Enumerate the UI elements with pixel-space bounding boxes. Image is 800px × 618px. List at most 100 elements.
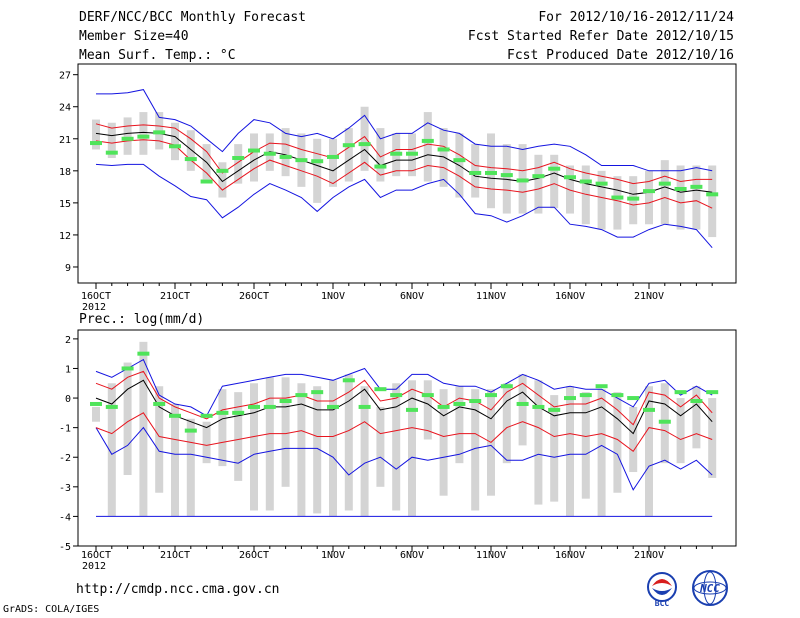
temp-median-mark [137, 134, 150, 139]
temp-median-mark [500, 173, 513, 178]
temp-range-bar [692, 165, 701, 230]
temp-range-bar [92, 119, 100, 150]
prec-median-mark [421, 393, 434, 398]
grads-credit: GrADS: COLA/IGES [3, 604, 100, 615]
temp-range-bar [234, 144, 243, 184]
temp-median-mark [263, 151, 276, 156]
temp-median-mark [327, 154, 339, 159]
prec-median-mark [374, 387, 387, 392]
prec-range-bar [171, 403, 179, 517]
temp-range-bar [487, 133, 495, 209]
prec-range-bar [376, 406, 385, 487]
prec-xtick-label: 16NOV [555, 550, 585, 561]
temp-ytick-label: 9 [65, 263, 71, 274]
temp-ytick-label: 24 [59, 103, 71, 114]
temp-range-bar [360, 106, 369, 171]
temp-median-mark [611, 195, 624, 200]
temp-median-mark [232, 156, 245, 161]
prec-range-bar [629, 406, 638, 473]
temp-median-mark [595, 181, 608, 186]
temp-median-mark [437, 147, 450, 152]
temp-year-label: 2012 [82, 302, 106, 313]
fcst-start-date: Fcst Started Refer Date 2012/10/15 [467, 29, 734, 44]
prec-ytick-label: 1 [65, 364, 71, 375]
prec-median-mark [674, 390, 687, 395]
prec-median-mark [216, 410, 229, 415]
prec-range-bar [423, 380, 432, 440]
temp-median-mark [706, 192, 719, 197]
prec-range-bar [313, 386, 322, 514]
temp-range-bar [281, 128, 290, 177]
prec-range-bar [234, 392, 243, 481]
temp-median-mark [516, 178, 529, 183]
prec-range-bar [408, 380, 416, 517]
temp-range-bar [550, 154, 559, 209]
prec-range-bar [344, 374, 353, 511]
prec-median-mark [390, 393, 403, 398]
prec-range-bar [471, 389, 480, 511]
source-url[interactable]: http://cmdp.ncc.cma.gov.cn [76, 582, 280, 597]
temp-median-mark [469, 170, 482, 175]
prec-range-bar [107, 383, 116, 517]
prec-range-bar [92, 406, 100, 422]
prec-sd-lo-line [95, 412, 713, 453]
chart-title: DERF/NCC/BCC Monthly Forecast [79, 10, 306, 25]
temp-sd-hi-line [95, 123, 713, 185]
prec-year-label: 2012 [82, 561, 106, 572]
prec-median-mark [579, 393, 592, 398]
temp-median-mark [564, 175, 576, 180]
temp-median-mark [216, 168, 229, 173]
temp-median-mark [342, 143, 355, 148]
temp-ytick-label: 27 [59, 71, 71, 82]
temp-median-mark [374, 164, 387, 169]
temp-range-bar [708, 165, 717, 238]
temp-median-mark [390, 151, 403, 156]
temp-median-mark [658, 181, 671, 186]
prec-median-mark [90, 401, 102, 406]
prec-range-bar [597, 389, 606, 517]
temp-ytick-label: 12 [59, 231, 71, 242]
prec-range-bar [155, 386, 164, 493]
temp-mean-line [95, 131, 713, 195]
prec-range-bar [139, 341, 148, 517]
temp-median-mark [485, 170, 497, 175]
prec-range-bar [250, 383, 258, 511]
temp-median-mark [690, 184, 703, 189]
temp-ytick-label: 15 [59, 199, 71, 210]
prec-median-mark [311, 390, 324, 395]
prec-ytick-label: -5 [59, 542, 71, 553]
prec-range-bar [518, 374, 527, 446]
temp-range-bar [439, 128, 448, 187]
forecast-period: For 2012/10/16-2012/11/24 [538, 10, 734, 25]
temp-range-bar [613, 176, 622, 230]
prec-median-mark [232, 410, 245, 415]
prec-range-bar [123, 362, 132, 475]
prec-median-mark [263, 404, 276, 409]
temp-median-mark [358, 142, 371, 147]
prec-range-bar [566, 386, 574, 517]
prec-range-bar [645, 386, 653, 517]
prec-median-mark [342, 378, 355, 383]
prec-median-mark [248, 404, 260, 409]
temp-median-mark [532, 174, 545, 179]
prec-median-mark [295, 393, 308, 398]
prec-ytick-label: -1 [59, 424, 71, 435]
prec-range-bar [676, 398, 685, 464]
temp-median-mark [200, 179, 213, 184]
temp-median-mark [627, 196, 640, 201]
temp-median-mark [90, 141, 102, 146]
prec-range-bar [265, 377, 274, 511]
temp-median-mark [579, 179, 592, 184]
prec-ytick-label: 2 [65, 335, 71, 346]
prec-median-mark [643, 407, 655, 412]
prec-range-bar [360, 386, 369, 517]
prec-median-mark [532, 404, 545, 409]
fcst-produced-date: Fcst Produced Date 2012/10/16 [507, 48, 734, 63]
prec-range-bar [439, 389, 448, 496]
prec-range-bar [581, 392, 590, 499]
ncc-logo: NCC [692, 570, 728, 606]
temp-ytick-label: 18 [59, 167, 71, 178]
temp-range-bar [471, 144, 480, 198]
prec-range-bar [329, 380, 337, 517]
